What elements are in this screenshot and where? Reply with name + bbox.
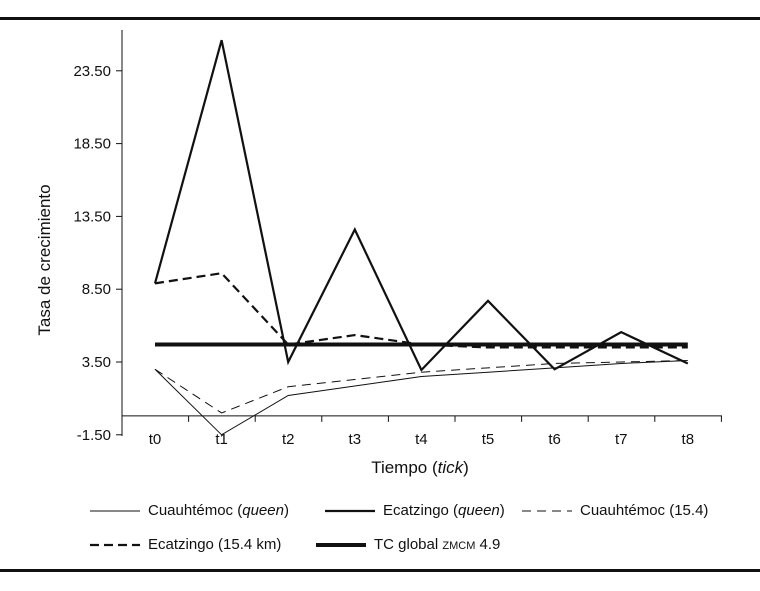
legend-item-cuauhtemoc-queen: Cuauhtémoc (queen) (90, 502, 289, 519)
y-tick-label: -1.50 (77, 427, 111, 444)
x-tick-label: t5 (482, 431, 495, 448)
series-line-2 (154, 360, 688, 414)
x-axis-label: Tiempo (tick) (371, 458, 469, 477)
y-tick-label: 3.50 (82, 354, 111, 371)
y-axis-label: Tasa de crecimiento (35, 184, 54, 335)
series-line-1 (153, 39, 689, 372)
x-tick-label: t4 (415, 431, 428, 448)
x-tick-label: t0 (149, 431, 162, 448)
x-tick-label: t1 (215, 431, 228, 448)
legend-item-ecatzingo-15-4: Ecatzingo (15.4 km) (90, 536, 282, 553)
x-tick-label: t6 (548, 431, 561, 448)
x-tick-label: t8 (682, 431, 695, 448)
legend-item-tc-global: TC global ZMCM 4.9 (316, 536, 501, 553)
y-tick-label: 23.50 (73, 63, 111, 80)
y-tick-label: 8.50 (82, 281, 111, 298)
x-tick-label: t7 (615, 431, 628, 448)
x-tick-label: t2 (282, 431, 295, 448)
x-tick-label: t3 (349, 431, 362, 448)
series-line-0 (154, 360, 688, 436)
series-line-3 (154, 272, 688, 349)
legend-item-ecatzingo-queen: Ecatzingo (queen) (325, 502, 505, 519)
y-tick-label: 18.50 (73, 136, 111, 153)
bottom-rule (0, 569, 760, 572)
legend-item-cuauhtemoc-15-4: Cuauhtémoc (15.4) (522, 502, 709, 519)
y-tick-label: 13.50 (73, 208, 111, 225)
top-rule (0, 17, 760, 20)
